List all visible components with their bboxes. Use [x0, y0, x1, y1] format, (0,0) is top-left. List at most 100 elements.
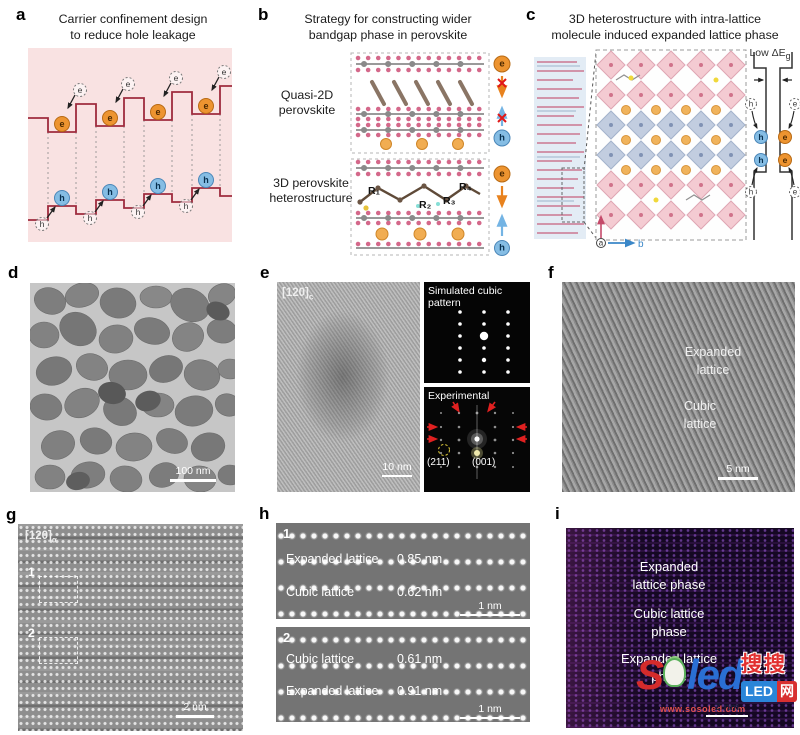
watermark-badge: LED 网 [741, 681, 797, 702]
region-2-number: 2 [28, 626, 35, 640]
svg-text:b: b [638, 239, 644, 250]
svg-text:e: e [78, 85, 83, 95]
panel-c-letter: c [526, 5, 536, 24]
panel-a-title: Carrier confinement design to reduce hol… [28, 12, 238, 44]
scalebar-d-line [170, 478, 216, 482]
svg-text:e: e [793, 188, 798, 197]
svg-text:e: e [499, 169, 504, 180]
cubic-lattice-f-line2: lattice [683, 416, 717, 431]
expanded-lattice-f-line2: lattice [696, 362, 730, 377]
top-inorganic-layer [355, 55, 487, 73]
spot-001-label: (001) [472, 457, 496, 468]
scalebar-h2-label: 1 nm [478, 703, 502, 715]
a-site-cations [621, 105, 721, 175]
svg-text:e: e [499, 59, 504, 70]
bottom-perovskite-slab [355, 106, 487, 150]
carrier-transport-icons: e h e h [493, 55, 511, 256]
strip-2-row-2-name: Expanded lattice [286, 684, 379, 698]
lattice-spacing-strip-2: 2 Cubic lattice 0.61 nm Expanded lattice… [276, 627, 530, 722]
lattice-spacing-strip-1: 1 Expanded lattice 0.85 nm Cubic lattice… [276, 523, 530, 619]
svg-text:h: h [749, 188, 753, 197]
svg-text:h: h [107, 187, 113, 197]
scalebar-g-label: 2 nm [183, 701, 207, 713]
free-hole-circles: h h h h [35, 199, 193, 231]
scalebar-i-label: 2 nm [714, 701, 740, 713]
scalebar-f-label: 5 nm [726, 463, 750, 475]
panel-b-title-line2: bandgap phase in perovskite [308, 27, 468, 42]
scalebar-e: 10 nm [382, 462, 412, 477]
strip-2-number: 2 [283, 630, 291, 645]
svg-text:h: h [184, 201, 189, 211]
crystal-axes: a b [596, 214, 644, 250]
panel-f-letter: f [548, 263, 554, 282]
dark-fringe-crystals [66, 301, 230, 491]
scalebar-e-label: 10 nm [382, 461, 412, 473]
strip-1-row-1-name: Expanded lattice [286, 552, 379, 566]
panel-c-title: 3D heterostructure with intra-lattice mo… [532, 12, 798, 44]
b-site-dots-pink [609, 63, 733, 217]
simulated-inset-title: Simulated cubic pattern [428, 285, 526, 309]
watermark-logo-led: led [687, 651, 744, 698]
svg-text:h: h [758, 132, 763, 142]
panel-g-letter: g [6, 505, 17, 524]
superlattice-arrows [427, 401, 527, 443]
panel-c-title-line2: molecule induced expanded lattice phase [551, 27, 779, 42]
zone-axis-e-subscript: c [308, 292, 314, 302]
scalebar-h2-line [460, 716, 520, 719]
spot-211-circle [438, 444, 450, 456]
watermark-logo-s: S [636, 651, 664, 698]
experimental-inset-title: Experimental [428, 390, 490, 402]
svg-text:h: h [758, 155, 763, 165]
scalebar-d: 100 nm [170, 466, 216, 482]
quasi-2d-label-line2: perovskite [278, 103, 336, 118]
panel-a-letter: a [16, 5, 26, 24]
low-eg-text: Low ΔE [749, 47, 786, 59]
svg-text:e: e [203, 101, 208, 111]
cubic-phase-annotation: Cubic lattice phase [604, 605, 734, 641]
svg-text:e: e [174, 73, 179, 83]
svg-text:e: e [59, 119, 64, 129]
scalebar-h1-label: 1 nm [478, 600, 502, 612]
panel-b-letter: b [258, 5, 269, 24]
panel-c-title-line1: 3D heterostructure with intra-lattice [568, 12, 762, 26]
region-1-number: 1 [28, 565, 35, 579]
zone-axis-label-e: [120]c [282, 287, 314, 302]
svg-text:h: h [203, 175, 209, 185]
panel-b-title: Strategy for constructing wider bandgap … [268, 12, 508, 44]
svg-text:e: e [155, 107, 160, 117]
region-1-box [39, 576, 78, 603]
svg-text:h: h [88, 213, 93, 223]
panel-a-background [28, 48, 232, 242]
svg-text:e: e [126, 79, 131, 89]
r4-label: R₄ [459, 181, 472, 193]
experimental-diffraction-spots [439, 411, 515, 469]
zone-axis-g-subscript: α [51, 535, 57, 545]
scalebar-i: 2 nm [706, 702, 748, 717]
quasi-2d-label: Quasi-2D perovskite [268, 88, 346, 118]
strip-1-row-2-name: Cubic lattice [286, 585, 355, 599]
expanded-phase-top-line2: lattice phase [632, 577, 706, 593]
quasi2d-blocked-transport: e h [493, 55, 511, 147]
strip-1-row-2-value: 0.62 nm [397, 585, 443, 599]
led-bulb-icon [663, 658, 687, 688]
watermark-badge-net: 网 [777, 681, 797, 702]
zoom-connector-top [583, 51, 597, 171]
zone-axis-e-text: [120] [282, 287, 309, 299]
lattice-panel [595, 49, 747, 241]
haadf-stem-image [18, 524, 243, 731]
svg-text:e: e [783, 155, 788, 165]
simulated-inset-title-line2: pattern [428, 297, 461, 310]
quasi-2d-label-line1: Quasi-2D [280, 88, 334, 102]
band-diagram-a: e e e e e e e e h h h h h [28, 48, 232, 242]
expanded-phase-top-line1: Expanded [639, 559, 699, 574]
3d-heterostructure-structure [350, 158, 490, 256]
3d-allowed-transport: e h [493, 165, 511, 256]
top-lattice-row [355, 159, 487, 177]
panel-a-title-line1: Carrier confinement design [58, 12, 208, 26]
strip-1-number: 1 [283, 526, 291, 541]
svg-text:a: a [599, 239, 604, 248]
b-site-dots-blue [609, 123, 733, 157]
watermark-chinese-name: 搜搜 [741, 653, 787, 676]
expanded-phase-annotation-top: Expanded lattice phase [604, 558, 734, 594]
